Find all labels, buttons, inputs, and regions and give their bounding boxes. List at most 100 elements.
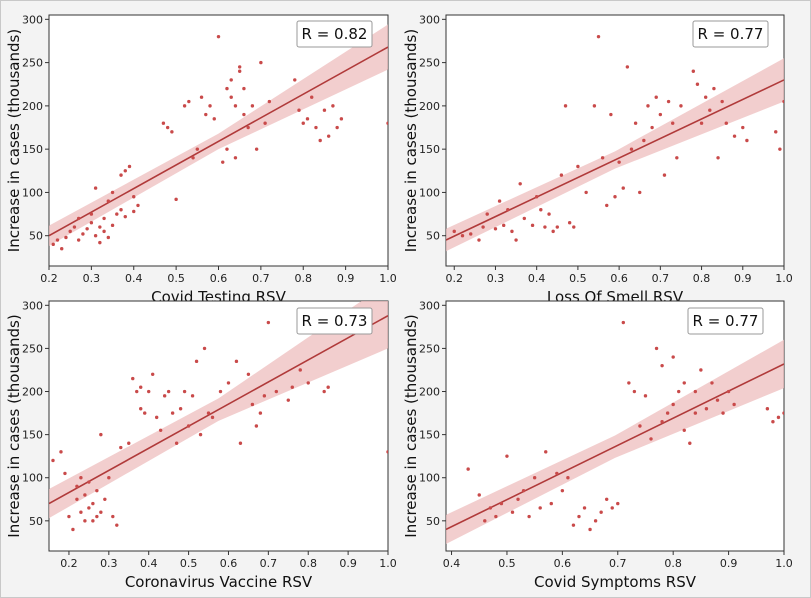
data-point <box>162 394 167 398</box>
data-point <box>658 112 663 117</box>
data-point <box>654 346 659 351</box>
x-axis-label: Coronavirus Vaccine RSV <box>125 573 313 591</box>
data-point <box>102 216 106 221</box>
data-point <box>218 389 223 394</box>
y-tick-label: 250 <box>22 57 43 70</box>
data-point <box>306 381 310 385</box>
data-point <box>732 402 736 407</box>
data-point <box>510 510 515 514</box>
data-point <box>198 432 203 437</box>
data-point <box>132 195 136 199</box>
correlation-box <box>687 307 764 335</box>
data-point <box>89 221 94 225</box>
data-point <box>322 108 327 112</box>
data-point <box>147 389 151 394</box>
data-point <box>310 95 314 99</box>
data-point <box>633 121 638 125</box>
y-tick-label: 300 <box>22 299 43 312</box>
chart-panel-2: 0.2 0.3 0.4 0.5 0.6 0.7 0.8 0.9 1.0 50 100 150 200 25… <box>402 13 793 306</box>
data-point <box>732 134 737 138</box>
data-point <box>110 223 115 228</box>
data-point <box>322 389 326 394</box>
data-point <box>98 240 102 245</box>
y-tick-label: 100 <box>22 186 43 199</box>
data-point <box>208 104 212 108</box>
data-point <box>246 372 251 376</box>
x-tick-label: 0.6 <box>554 557 572 570</box>
data-point <box>477 493 481 497</box>
data-point <box>452 229 456 234</box>
data-point <box>616 501 620 506</box>
data-point <box>136 203 140 208</box>
data-point <box>483 519 487 523</box>
y-tick-label: 100 <box>419 186 440 199</box>
data-point <box>572 225 576 229</box>
data-point <box>75 484 79 489</box>
data-point <box>708 108 712 112</box>
x-tick-label: 0.9 <box>720 557 738 570</box>
data-point <box>386 121 388 125</box>
data-point <box>204 112 208 117</box>
x-tick-label: 0.8 <box>693 272 711 285</box>
y-tick-label: 150 <box>22 429 43 442</box>
data-point <box>55 238 60 242</box>
data-point <box>71 527 75 532</box>
data-point <box>102 229 106 234</box>
data-point <box>250 402 255 407</box>
data-point <box>539 208 543 212</box>
y-tick-label: 150 <box>419 429 440 442</box>
confidence-band <box>446 339 784 545</box>
data-point <box>246 125 250 130</box>
data-point <box>596 34 601 39</box>
y-tick-label: 100 <box>22 472 43 485</box>
data-point <box>89 212 94 216</box>
data-point <box>262 394 267 398</box>
data-point <box>699 121 704 125</box>
data-point <box>682 428 686 433</box>
data-point <box>305 117 310 121</box>
data-point <box>494 514 498 519</box>
data-point <box>110 190 115 195</box>
data-point <box>115 212 119 216</box>
data-point <box>87 506 91 510</box>
data-point <box>161 121 166 125</box>
data-point <box>83 519 87 523</box>
data-point <box>627 381 631 385</box>
y-tick-label: 300 <box>22 13 43 26</box>
data-point <box>632 389 637 394</box>
data-point <box>666 99 671 104</box>
y-tick-label: 250 <box>419 57 440 70</box>
data-point <box>662 173 667 177</box>
data-point <box>649 437 653 441</box>
x-tick-label: 0.2 <box>40 272 58 285</box>
data-point <box>643 394 648 398</box>
y-tick-label: 300 <box>419 13 440 26</box>
data-point <box>691 69 696 73</box>
data-point <box>250 104 255 108</box>
plot-content <box>49 24 388 251</box>
data-point <box>654 95 658 99</box>
y-tick-label: 50 <box>29 230 43 243</box>
x-tick-label: 0.3 <box>100 557 118 570</box>
data-point <box>646 104 650 108</box>
data-point <box>778 147 782 151</box>
data-point <box>741 125 745 130</box>
data-point <box>326 385 330 389</box>
x-tick-label: 0.5 <box>498 557 516 570</box>
plot-content <box>446 34 784 252</box>
y-tick-label: 150 <box>419 143 440 156</box>
x-tick-label: 0.5 <box>180 557 198 570</box>
data-point <box>87 480 91 484</box>
data-point <box>266 320 271 325</box>
data-point <box>724 121 728 125</box>
data-point <box>72 225 77 229</box>
data-point <box>229 95 233 99</box>
data-point <box>75 497 79 501</box>
data-point <box>682 381 686 385</box>
regression-line <box>446 79 784 241</box>
data-point <box>679 104 683 108</box>
data-point <box>466 467 470 471</box>
x-tick-label: 0.7 <box>252 272 270 285</box>
x-tick-label: 0.3 <box>83 272 101 285</box>
